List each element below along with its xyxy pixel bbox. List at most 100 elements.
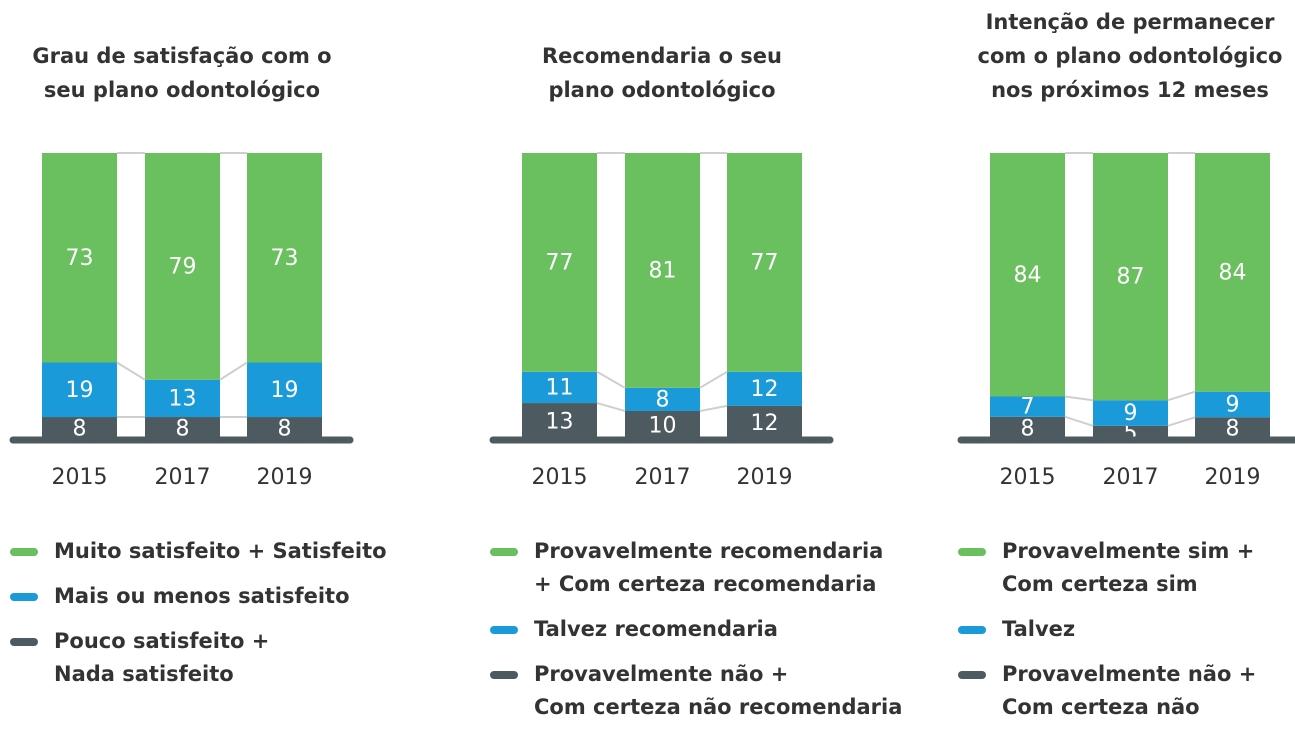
bar-segment <box>727 153 802 372</box>
legend-item: Pouco satisfeito + Nada satisfeito <box>10 625 387 691</box>
legend-swatch <box>10 593 38 601</box>
legend: Provavelmente sim + Com certeza sim Talve… <box>958 535 1256 736</box>
bar-segment <box>42 153 117 363</box>
bar-segment <box>1093 425 1168 440</box>
x-tick-label: 2015 <box>532 465 588 490</box>
connector <box>1167 390 1196 402</box>
value-label: 77 <box>751 250 779 275</box>
value-label: 8 <box>278 417 292 442</box>
value-label: 8 <box>1226 417 1240 442</box>
value-label: 73 <box>271 246 299 271</box>
legend-swatch <box>490 626 518 634</box>
x-tick-label: 2015 <box>52 465 108 490</box>
legend-swatch <box>10 548 38 556</box>
bar-segment <box>1195 153 1270 392</box>
value-label: 84 <box>1219 260 1247 285</box>
value-label: 8 <box>1021 416 1035 441</box>
legend-swatch <box>958 548 986 556</box>
x-tick-label: 2015 <box>1000 465 1056 490</box>
chart-title: Grau de satisfação com o seu plano odont… <box>32 44 332 102</box>
legend-item: Mais ou menos satisfeito <box>10 580 387 613</box>
bar-segment <box>625 387 700 412</box>
bar-segment <box>727 371 802 406</box>
legend-item: Provavelmente não + Com certeza não reco… <box>490 658 902 724</box>
bar-segment <box>625 411 700 440</box>
connector <box>699 404 728 412</box>
bar-segment <box>247 153 322 363</box>
legend-swatch <box>490 548 518 556</box>
bar-segment <box>727 405 802 440</box>
x-tick-label: 2019 <box>737 465 793 490</box>
x-tick-label: 2017 <box>1103 465 1159 490</box>
value-label: 19 <box>66 378 94 403</box>
bar-segment <box>990 416 1065 440</box>
legend-label: Talvez recomendaria <box>534 617 778 641</box>
legend-swatch <box>10 638 38 646</box>
value-label: 12 <box>751 411 779 436</box>
legend-item: Muito satisfeito + Satisfeito <box>10 535 387 568</box>
bar-segment <box>522 371 597 404</box>
bar-segment <box>42 362 117 418</box>
bar-segment <box>1093 153 1168 401</box>
legend-item: Provavelmente recomendaria + Com certeza… <box>490 535 902 601</box>
legend-item: Provavelmente não + Com certeza não <box>958 658 1256 724</box>
bar-segment <box>145 379 220 418</box>
value-label: 10 <box>649 414 677 439</box>
bar-segment <box>145 417 220 440</box>
legend-label: Muito satisfeito + Satisfeito <box>54 539 387 563</box>
bar-segment <box>1195 391 1270 418</box>
legend-label: Provavelmente recomendaria + Com certeza… <box>534 539 884 596</box>
x-tick-label: 2017 <box>635 465 691 490</box>
connector <box>1167 416 1196 427</box>
value-label: 81 <box>649 258 677 283</box>
x-tick-label: 2019 <box>257 465 313 490</box>
bar-segment <box>990 153 1065 397</box>
connector <box>1064 415 1094 427</box>
connector <box>699 370 728 389</box>
legend-swatch <box>958 671 986 679</box>
value-label: 19 <box>271 378 299 403</box>
page: 8 8 8 19 13 19 73 79 73 2015 2017 2019 13 10 12 11 8 12 77… <box>9 10 1295 719</box>
bar-segment <box>522 403 597 440</box>
bar-segment <box>1195 417 1270 440</box>
legend-label: Talvez <box>1002 617 1076 641</box>
bar-segment <box>247 362 322 418</box>
value-label: 79 <box>169 254 197 279</box>
value-label: 13 <box>546 410 574 435</box>
legend-swatch <box>490 671 518 679</box>
bar-segment <box>522 153 597 372</box>
legend: Provavelmente recomendaria + Com certeza… <box>490 535 902 736</box>
connector <box>116 361 146 381</box>
value-label: 87 <box>1117 265 1145 290</box>
legend-label: Provavelmente sim + Com certeza sim <box>1002 539 1255 596</box>
legend-label: Mais ou menos satisfeito <box>54 584 350 608</box>
chart-title: Recomendaria o seu plano odontológico <box>541 44 783 102</box>
value-label: 7 <box>1021 395 1035 420</box>
connector <box>596 370 626 389</box>
value-label: 8 <box>656 387 670 412</box>
bar-segment <box>1093 400 1168 426</box>
bar-segment <box>145 153 220 380</box>
legend-item: Talvez recomendaria <box>490 613 902 646</box>
value-label: 12 <box>751 377 779 402</box>
legend-label: Pouco satisfeito + Nada satisfeito <box>54 629 270 686</box>
value-label: 13 <box>169 386 197 411</box>
bar-segment <box>42 417 117 440</box>
value-label: 8 <box>73 417 87 442</box>
legend-swatch <box>958 626 986 634</box>
legend-label: Provavelmente não + Com certeza não reco… <box>534 662 903 719</box>
legend-label: Provavelmente não + Com certeza não <box>1002 662 1257 719</box>
legend: Muito satisfeito + Satisfeito Mais ou men… <box>10 535 387 703</box>
value-label: 73 <box>66 246 94 271</box>
legend-item: Talvez <box>958 613 1256 646</box>
value-label: 77 <box>546 250 574 275</box>
value-label: 9 <box>1226 392 1240 417</box>
value-label: 8 <box>176 417 190 442</box>
connector <box>1064 395 1094 402</box>
bar-segment <box>990 396 1065 417</box>
connector <box>596 402 626 412</box>
value-label: 9 <box>1124 401 1138 426</box>
value-label: 84 <box>1014 263 1042 288</box>
connector <box>219 361 248 381</box>
